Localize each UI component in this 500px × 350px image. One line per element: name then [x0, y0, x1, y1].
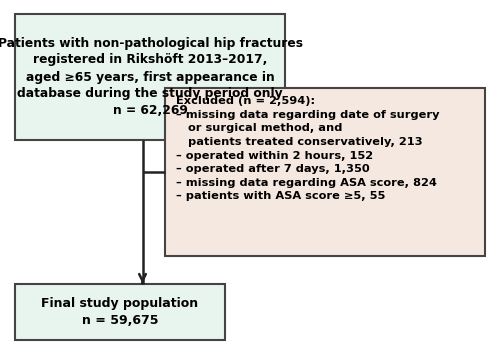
FancyBboxPatch shape [165, 88, 485, 256]
Text: Final study population
n = 59,675: Final study population n = 59,675 [42, 296, 198, 327]
Text: Excluded (n = 2,594):
– missing data regarding date of surgery
   or surgical me: Excluded (n = 2,594): – missing data reg… [176, 96, 440, 202]
FancyBboxPatch shape [15, 14, 285, 140]
Text: Patients with non-pathological hip fractures
registered in Rikshöft 2013–2017,
a: Patients with non-pathological hip fract… [0, 36, 302, 118]
FancyBboxPatch shape [15, 284, 225, 340]
